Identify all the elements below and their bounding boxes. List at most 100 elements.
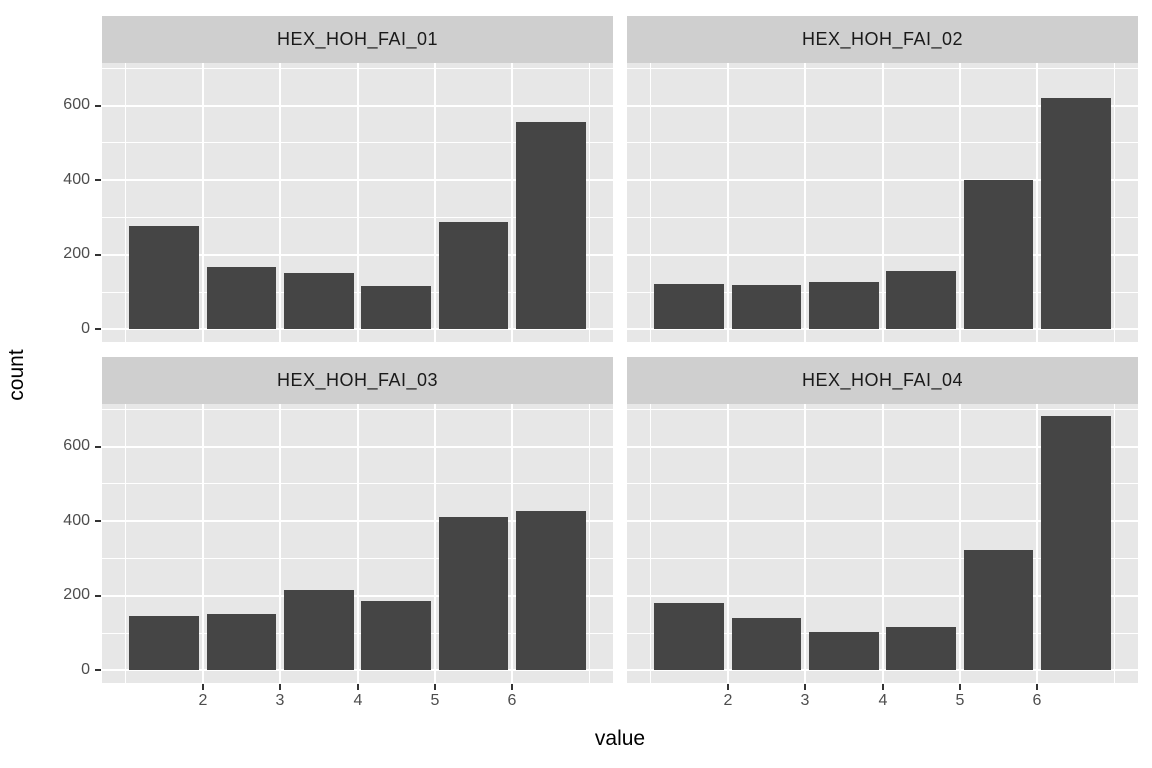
histogram-bar <box>516 511 586 671</box>
x-tick-mark <box>958 684 961 690</box>
minor-gridline-x <box>1114 404 1116 683</box>
y-tick-label: 600 <box>63 96 90 113</box>
facet-strip: HEX_HOH_FAI_03 <box>102 357 613 404</box>
major-gridline-x <box>433 63 436 342</box>
histogram-bar <box>361 600 432 671</box>
histogram-bar <box>963 549 1034 671</box>
x-tick-mark <box>511 684 514 690</box>
facet-strip: HEX_HOH_FAI_02 <box>627 16 1138 63</box>
x-tick-mark <box>356 684 359 690</box>
histogram-bar <box>361 286 432 330</box>
histogram-bar <box>654 603 724 671</box>
x-tick-label: 2 <box>198 692 208 709</box>
histogram-bar <box>129 616 199 671</box>
x-tick-label: 5 <box>430 692 440 709</box>
major-gridline-x <box>726 63 729 342</box>
major-gridline-x <box>726 404 729 683</box>
x-tick-mark <box>433 684 436 690</box>
y-tick-mark <box>95 179 101 182</box>
major-gridline-x <box>881 63 884 342</box>
y-tick-mark <box>95 253 101 256</box>
facet-title: HEX_HOH_FAI_01 <box>276 29 439 49</box>
x-tick-label: 3 <box>275 692 285 709</box>
histogram-bar <box>283 589 354 671</box>
x-tick-mark <box>279 684 282 690</box>
histogram-bar <box>886 627 957 671</box>
y-tick-mark <box>95 445 101 448</box>
major-gridline-x <box>1036 63 1039 342</box>
minor-gridline-x <box>124 63 126 342</box>
x-tick-label: 5 <box>955 692 965 709</box>
major-gridline-x <box>279 63 282 342</box>
x-tick-mark <box>881 684 884 690</box>
histogram-bar <box>808 631 879 671</box>
major-gridline-x <box>356 404 359 683</box>
histogram-bar <box>731 285 802 330</box>
histogram-bar <box>206 613 277 671</box>
x-tick-mark <box>201 684 204 690</box>
histogram-bar <box>1041 415 1111 671</box>
major-gridline-x <box>804 404 807 683</box>
facet-panel <box>102 63 613 342</box>
x-tick-label: 3 <box>800 692 810 709</box>
major-gridline-x <box>511 63 514 342</box>
y-tick-label: 400 <box>63 512 90 529</box>
facet-title: HEX_HOH_FAI_03 <box>276 370 439 390</box>
facet-panel <box>627 404 1138 683</box>
facet-panel <box>102 404 613 683</box>
histogram-bar <box>516 121 586 330</box>
x-tick-label: 6 <box>507 692 517 709</box>
x-tick-label: 4 <box>878 692 888 709</box>
y-tick-mark <box>95 104 101 107</box>
histogram-bar <box>129 225 199 330</box>
x-tick-mark <box>726 684 729 690</box>
major-gridline-x <box>201 404 204 683</box>
x-axis-title: value <box>594 727 646 750</box>
minor-gridline-x <box>1114 63 1116 342</box>
major-gridline-x <box>279 404 282 683</box>
histogram-bar <box>206 267 277 330</box>
y-tick-mark <box>95 594 101 597</box>
y-tick-label: 400 <box>63 171 90 188</box>
y-axis-title: count <box>5 349 28 401</box>
histogram-bar <box>438 221 509 330</box>
major-gridline-x <box>804 63 807 342</box>
histogram-bar <box>654 284 724 330</box>
facet-title: HEX_HOH_FAI_04 <box>801 370 964 390</box>
minor-gridline-x <box>589 404 591 683</box>
major-gridline-x <box>356 63 359 342</box>
x-tick-label: 6 <box>1032 692 1042 709</box>
y-tick-mark <box>95 328 101 331</box>
histogram-bar <box>963 180 1034 330</box>
histogram-bar <box>438 517 509 671</box>
facet-strip: HEX_HOH_FAI_04 <box>627 357 1138 404</box>
histogram-bar <box>283 272 354 330</box>
facet-panel <box>627 63 1138 342</box>
y-tick-mark <box>95 669 101 672</box>
major-gridline-x <box>433 404 436 683</box>
histogram-bar <box>808 282 879 330</box>
x-tick-label: 2 <box>723 692 733 709</box>
y-tick-mark <box>95 520 101 523</box>
histogram-bar <box>886 271 957 330</box>
major-gridline-x <box>511 404 514 683</box>
facet-strip: HEX_HOH_FAI_01 <box>102 16 613 63</box>
y-tick-label: 600 <box>63 437 90 454</box>
major-gridline-x <box>958 404 961 683</box>
y-tick-label: 0 <box>81 320 90 337</box>
minor-gridline-x <box>649 404 651 683</box>
major-gridline-x <box>958 63 961 342</box>
histogram-bar <box>1041 97 1111 330</box>
x-tick-label: 4 <box>353 692 363 709</box>
y-tick-label: 200 <box>63 245 90 262</box>
major-gridline-x <box>1036 404 1039 683</box>
minor-gridline-x <box>649 63 651 342</box>
y-tick-label: 0 <box>81 661 90 678</box>
x-tick-mark <box>1036 684 1039 690</box>
minor-gridline-x <box>589 63 591 342</box>
x-tick-mark <box>804 684 807 690</box>
major-gridline-x <box>881 404 884 683</box>
major-gridline-x <box>201 63 204 342</box>
histogram-bar <box>731 618 802 671</box>
